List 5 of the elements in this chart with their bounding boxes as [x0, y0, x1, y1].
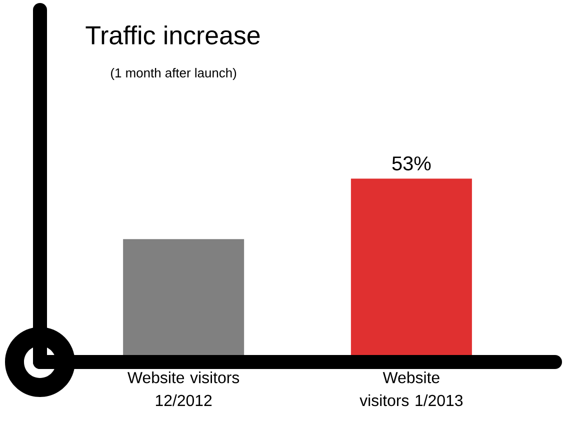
x-tick-label: Website visitors 12/2012 [128, 372, 240, 406]
chart-subtitle: (1 month after launch) [111, 68, 236, 80]
chart-title: Traffic increase [86, 25, 260, 45]
annotation: 53% [392, 156, 431, 170]
x-tick-label: Website visitors 1/2013 [360, 372, 463, 406]
